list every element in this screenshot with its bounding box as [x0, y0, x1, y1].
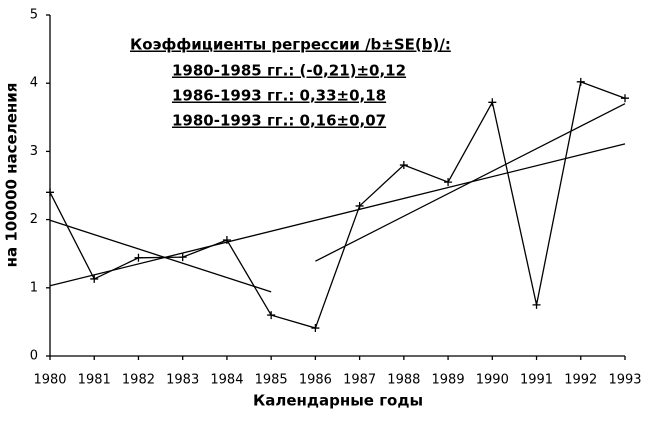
annotation: 1980-1993 гг.: 0,16±0,07 [172, 112, 386, 130]
x-tick-label: 1982 [122, 373, 155, 388]
x-tick-label: 1984 [210, 373, 243, 388]
point-marker [444, 178, 453, 187]
x-tick-label: 1985 [255, 373, 288, 388]
x-tick-label: 1990 [476, 373, 509, 388]
point-marker [46, 188, 54, 197]
x-tick-label: 1983 [166, 373, 199, 388]
x-tick-label: 1991 [520, 373, 553, 388]
point-marker [576, 77, 585, 86]
point-marker [399, 161, 408, 170]
point-marker [90, 274, 99, 283]
y-tick-label: 3 [30, 144, 38, 159]
x-tick-label: 1986 [299, 373, 332, 388]
x-tick-label: 1992 [564, 373, 597, 388]
annotation: Коэффициенты регрессии /b±SE(b)/: [130, 36, 451, 54]
regression-line [49, 219, 272, 293]
point-marker [222, 236, 231, 245]
point-marker [355, 201, 364, 210]
point-marker [532, 300, 541, 309]
point-marker [488, 98, 497, 107]
point-marker [621, 94, 629, 103]
regression-line [49, 143, 626, 287]
y-axis-label: на 100000 населения [3, 83, 21, 268]
x-tick-label: 1980 [33, 373, 66, 388]
annotation: 1980-1985 гг.: (-0,21)±0,12 [172, 62, 406, 80]
y-tick-label: 4 [30, 76, 38, 91]
y-tick-label: 2 [30, 212, 38, 227]
point-marker [311, 324, 320, 333]
x-axis-label: Календарные годы [253, 392, 423, 410]
annotation: 1986-1993 гг.: 0,33±0,18 [172, 87, 386, 105]
data-line [49, 80, 626, 329]
x-tick-label: 1989 [432, 373, 465, 388]
y-tick-label: 0 [30, 349, 38, 364]
x-tick-label: 1987 [343, 373, 376, 388]
point-marker [134, 253, 143, 262]
point-marker [267, 311, 276, 320]
point-marker [178, 253, 187, 262]
y-tick-label: 5 [30, 8, 38, 23]
y-tick-label: 1 [30, 280, 38, 295]
x-tick-label: 1993 [608, 373, 641, 388]
x-tick-label: 1988 [387, 373, 420, 388]
x-tick-label: 1981 [78, 373, 111, 388]
